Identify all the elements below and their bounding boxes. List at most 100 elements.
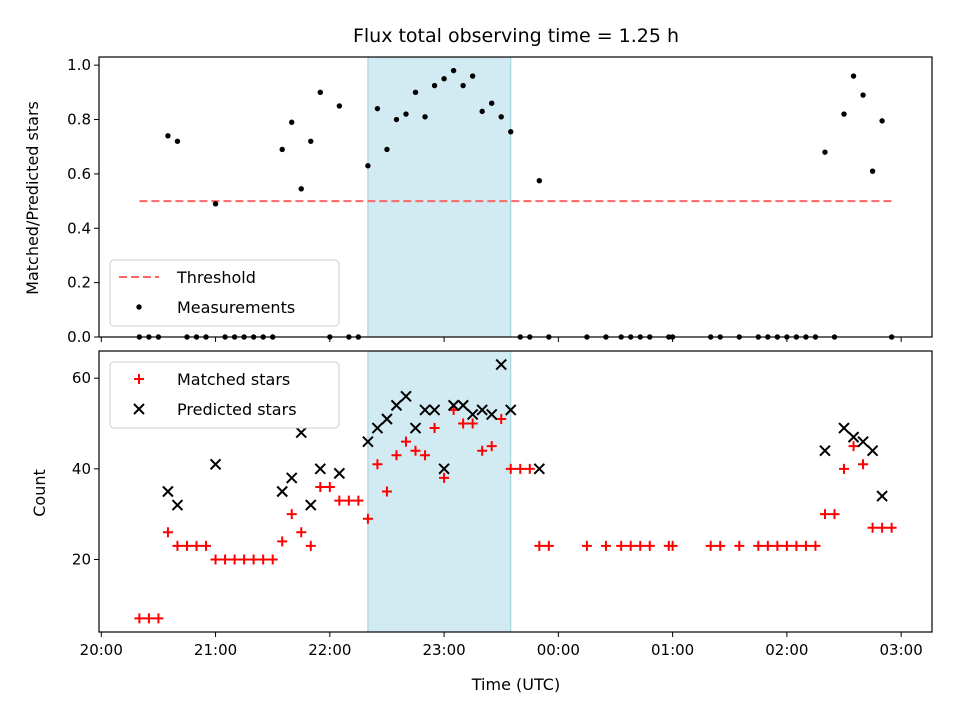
x-tick-label: 02:00 bbox=[765, 641, 808, 659]
predicted-stars-point bbox=[876, 490, 888, 502]
predicted-stars-point bbox=[838, 422, 850, 434]
y-tick-label: 0.4 bbox=[67, 219, 91, 237]
predicted-stars-point bbox=[390, 399, 403, 412]
matched-stars-point bbox=[372, 459, 383, 470]
matched-stars-point bbox=[286, 509, 297, 520]
y-tick-label: 60 bbox=[72, 369, 91, 387]
matched-stars-point bbox=[819, 509, 830, 520]
predicted-stars-point bbox=[476, 404, 488, 416]
matched-stars-point bbox=[667, 540, 678, 551]
legend-box bbox=[109, 361, 340, 429]
series-matched-stars bbox=[134, 404, 897, 624]
matched-stars-point bbox=[848, 441, 859, 452]
predicted-stars-point bbox=[866, 445, 879, 457]
legend-measurements-swatch bbox=[136, 304, 142, 310]
legend-matched-swatch bbox=[134, 374, 144, 384]
measurement-point bbox=[841, 111, 847, 117]
measurement-point bbox=[384, 146, 390, 153]
predicted-stars-point bbox=[447, 399, 460, 412]
matched-stars-point bbox=[400, 436, 411, 447]
predicted-stars-point bbox=[495, 358, 507, 371]
matched-stars-point bbox=[524, 463, 535, 474]
matched-stars-point bbox=[644, 540, 655, 551]
predicted-stars-point bbox=[400, 390, 412, 403]
predicted-stars-point bbox=[333, 467, 346, 480]
measurement-point bbox=[441, 76, 447, 82]
predicted-stars-point bbox=[305, 499, 317, 511]
chart-title: Flux total observing time = 1.25 h bbox=[353, 25, 679, 47]
matched-stars-point bbox=[858, 459, 869, 470]
series-measurements bbox=[136, 67, 895, 340]
legend-predicted-swatch bbox=[133, 403, 145, 415]
bottom-y-axis-title: Count bbox=[30, 469, 49, 517]
predicted-stars-point bbox=[847, 431, 860, 443]
matched-stars-point bbox=[734, 540, 745, 551]
legend-label: Matched stars bbox=[177, 370, 290, 389]
top-y-axis-title: Matched/Predicted stars bbox=[23, 101, 42, 295]
matched-stars-point bbox=[439, 472, 450, 483]
matched-stars-point bbox=[172, 540, 183, 551]
legend: Matched stars Predicted stars bbox=[109, 361, 340, 429]
legend-box bbox=[109, 259, 340, 327]
top-panel: 0.0 0.2 0.4 0.6 0.8 1.0 Threshold Measurements bbox=[67, 56, 933, 346]
predicted-stars-point bbox=[419, 404, 431, 416]
matched-stars-point bbox=[181, 540, 192, 551]
measurement-point bbox=[869, 168, 876, 174]
predicted-stars-point bbox=[457, 399, 469, 412]
matched-stars-point bbox=[635, 540, 646, 551]
measurement-point bbox=[469, 73, 476, 79]
matched-stars-point bbox=[715, 540, 726, 551]
matched-stars-point bbox=[705, 540, 716, 551]
matched-stars-point bbox=[334, 495, 345, 506]
predicted-stars-point bbox=[466, 408, 479, 421]
matched-stars-point bbox=[381, 486, 392, 497]
measurement-point bbox=[336, 103, 343, 109]
measurement-point bbox=[498, 114, 504, 120]
matched-stars-point bbox=[781, 540, 792, 551]
measurement-point bbox=[165, 133, 171, 139]
measurement-point bbox=[488, 100, 495, 106]
measurement-point bbox=[393, 116, 400, 123]
measurement-point bbox=[317, 89, 323, 96]
measurement-point bbox=[374, 105, 381, 112]
matched-stars-point bbox=[410, 445, 421, 456]
predicted-stars-point bbox=[819, 445, 831, 457]
y-tick-label: 0.2 bbox=[67, 274, 91, 292]
matched-stars-point bbox=[201, 540, 212, 551]
measurement-point bbox=[174, 138, 181, 144]
measurement-point bbox=[212, 201, 219, 207]
matched-stars-point bbox=[486, 441, 497, 452]
measurement-point bbox=[365, 163, 371, 169]
matched-stars-point bbox=[505, 463, 516, 474]
matched-stars-point bbox=[543, 540, 554, 551]
matched-stars-point bbox=[496, 413, 507, 424]
matched-stars-point bbox=[877, 522, 888, 533]
measurement-point bbox=[289, 119, 295, 125]
measurement-point bbox=[508, 129, 514, 135]
measurement-point bbox=[279, 146, 285, 153]
measurement-point bbox=[403, 111, 409, 117]
matched-stars-point bbox=[886, 522, 897, 533]
matched-stars-point bbox=[239, 554, 250, 565]
measurement-point bbox=[860, 92, 866, 98]
matched-stars-point bbox=[467, 418, 478, 429]
matched-stars-point bbox=[867, 522, 878, 533]
matched-stars-point bbox=[210, 554, 221, 565]
matched-stars-point bbox=[420, 450, 431, 461]
legend: Threshold Measurements bbox=[109, 259, 340, 327]
matched-stars-point bbox=[600, 540, 611, 551]
matched-stars-point bbox=[391, 450, 402, 461]
y-tick-label: 1.0 bbox=[67, 56, 91, 74]
measurement-point bbox=[308, 138, 314, 144]
matched-stars-point bbox=[429, 423, 440, 434]
bottom-panel: 20 40 60 20:00 21:00 22:00 23:00 00:00 01:00 02:0… bbox=[72, 350, 933, 659]
matched-stars-point bbox=[753, 540, 764, 551]
matched-stars-point bbox=[515, 463, 526, 474]
predicted-stars-point bbox=[409, 422, 422, 434]
predicted-stars-point bbox=[533, 463, 546, 475]
plot-frame bbox=[98, 350, 933, 633]
plot-frame bbox=[98, 56, 933, 338]
matched-stars-point bbox=[762, 540, 773, 551]
matched-stars-point bbox=[220, 554, 231, 565]
predicted-stars-point bbox=[505, 404, 517, 416]
